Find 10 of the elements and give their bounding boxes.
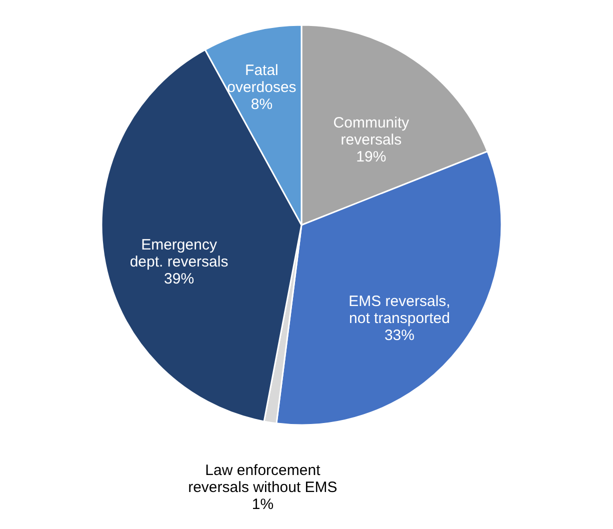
- slice-label: Community reversals: [333, 114, 410, 148]
- data-label: 39%: [164, 270, 194, 288]
- data-label: 19%: [356, 148, 386, 166]
- slice-label: Law enforcement reversals without EMS: [188, 462, 338, 496]
- slice-label: Emergency dept. reversals: [130, 236, 228, 270]
- slice-label: Fatal overdoses: [227, 62, 296, 96]
- data-label: 33%: [384, 327, 414, 344]
- data-label: 1%: [252, 496, 274, 513]
- data-label: 8%: [250, 96, 273, 114]
- slice-label: EMS reversals, not transported: [348, 293, 450, 327]
